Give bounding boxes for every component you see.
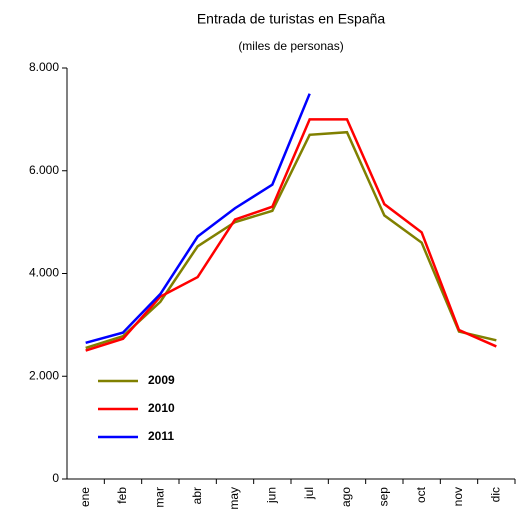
y-tick-label: 6.000 <box>29 163 59 177</box>
chart-title: Entrada de turistas en España <box>197 11 386 27</box>
y-tick-label: 0 <box>52 471 59 485</box>
x-tick-label: ene <box>78 487 92 507</box>
legend-label: 2010 <box>148 401 175 415</box>
x-tick-label: ago <box>339 487 353 507</box>
x-tick-label: abr <box>190 487 204 504</box>
x-tick-label: sep <box>377 487 391 507</box>
y-tick-label: 8.000 <box>29 60 59 74</box>
x-tick-label: mar <box>153 487 167 508</box>
legend-label: 2011 <box>148 429 174 443</box>
x-tick-label: may <box>227 487 241 510</box>
series-line <box>85 130 497 350</box>
chart-subtitle: (miles de personas) <box>238 39 343 53</box>
x-tick-label: jun <box>265 487 279 504</box>
x-tick-label: oct <box>414 486 428 503</box>
x-tick-label: jul <box>302 487 316 500</box>
legend-label: 2009 <box>148 373 175 387</box>
y-tick-label: 2.000 <box>29 368 59 382</box>
x-tick-label: nov <box>451 487 465 506</box>
x-tick-label: dic <box>489 487 503 502</box>
x-tick-label: feb <box>115 487 129 504</box>
y-tick-label: 4.000 <box>29 266 59 280</box>
series-line <box>85 118 497 352</box>
series-line <box>85 93 311 345</box>
